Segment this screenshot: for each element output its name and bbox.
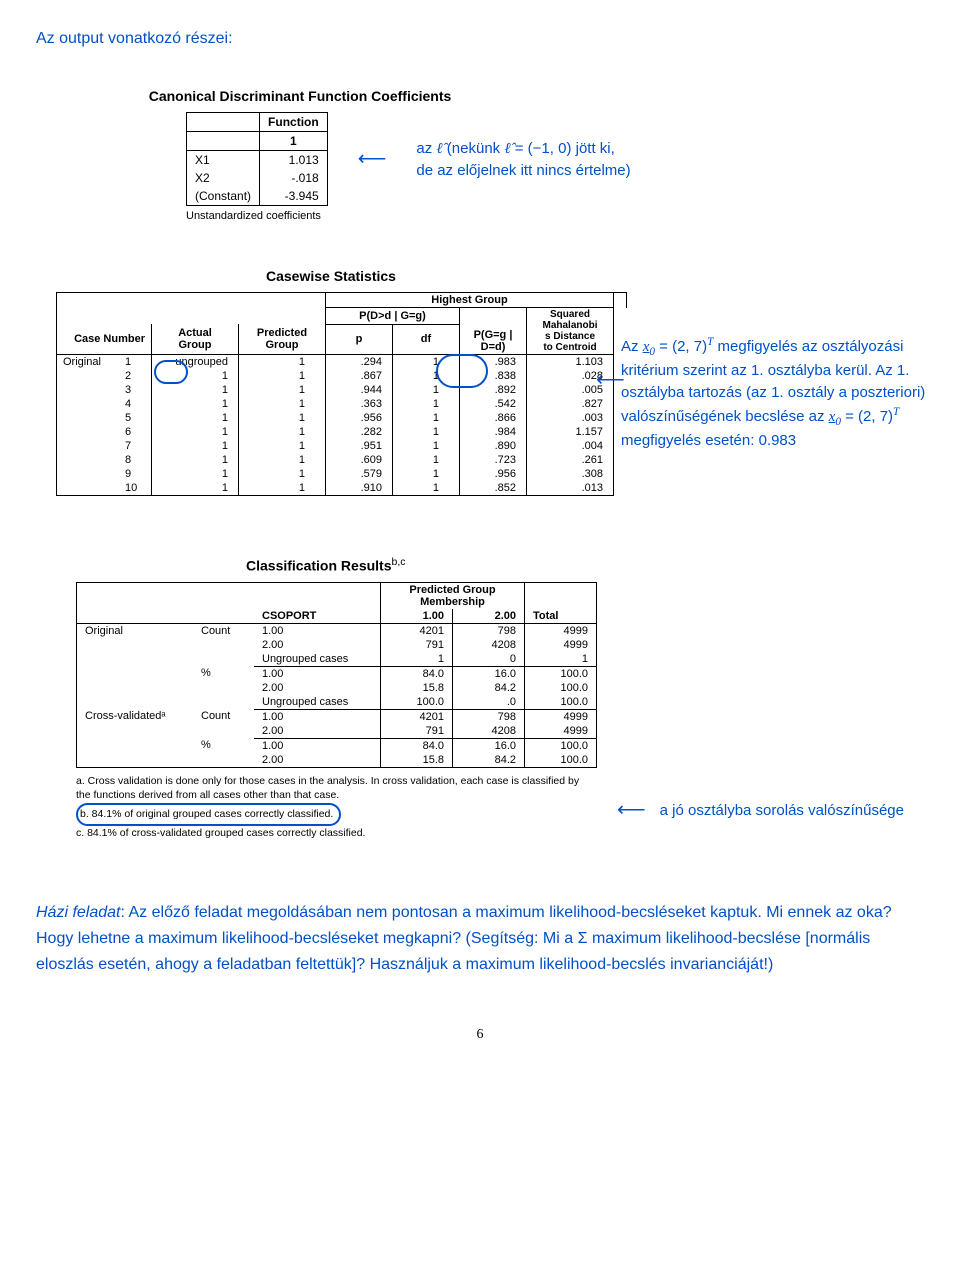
coeff-row-label: X2 [187,169,260,187]
arrow-left-icon: ⟵ [617,800,646,820]
hdr-pdg: P(D>d | G=g) [326,308,460,325]
casewise-block: Highest Group P(D>d | G=g) P(G=g | D=d) … [36,292,924,496]
coeff-table: Function 1 X11.013 X2-.018 (Constant)-3.… [186,112,328,206]
coeff-row-label: X1 [187,151,260,170]
hdr-p: p [326,324,393,354]
hdr-actual: Actual Group [152,324,239,354]
coeff-row-val: -3.945 [260,187,328,206]
classres-table: Predicted Group Membership CSOPORT 1.00 … [76,582,597,768]
coeff-section: Canonical Discriminant Function Coeffici… [36,88,924,222]
coeff-title: Canonical Discriminant Function Coeffici… [0,88,924,104]
coeff-footer: Unstandardized coefficients [186,210,924,222]
casewise-side-note: Az x0 = (2, 7)T megfigyelés az osztályoz… [621,334,960,452]
note-c: c. 84.1% of cross-validated grouped case… [76,826,596,841]
arrow-left-icon: ⟵ [358,149,387,169]
hdr-pred: Predicted Group [239,324,326,354]
homework-paragraph: Házi feladat: Az előző feladat megoldásá… [36,900,924,977]
hdr-pgd: P(G=g | D=d) [460,308,527,355]
coeff-fn-hdr: Function [260,113,328,132]
classres-notes: a. Cross validation is done only for tho… [76,774,596,841]
note-b: b. 84.1% of original grouped cases corre… [76,803,341,826]
hdr-csoport: CSOPORT [254,609,381,624]
coeff-row-val: 1.013 [260,151,328,170]
coeff-row-val: -.018 [260,169,328,187]
coeff-fn-num: 1 [260,132,328,151]
casewise-table: Highest Group P(D>d | G=g) P(G=g | D=d) … [56,292,627,496]
hdr-predmem: Predicted Group Membership [381,582,525,609]
intro-text: Az output vonatkozó részei: [36,30,924,48]
classres-side-note: a jó osztályba sorolás valószínűsége [660,802,904,819]
hdr-case: Case Number [57,324,152,354]
coeff-row-label: (Constant) [187,187,260,206]
hdr-total: Total [525,609,597,624]
coeff-side-note: az ℓ̂ (nekünk ℓ̂ = (−1, 0) jött ki, de a… [416,138,630,181]
banner: Highest Group [326,293,614,308]
hdr-col1: 1.00 [381,609,453,624]
classres-block: Predicted Group Membership CSOPORT 1.00 … [76,582,924,841]
classres-title: Classification Resultsb,c [246,556,924,574]
hdr-col2: 2.00 [453,609,525,624]
hdr-df: df [393,324,460,354]
note-a: a. Cross validation is done only for tho… [76,774,596,803]
homework-lead: Házi feladat [36,904,121,921]
page-number: 6 [36,1027,924,1043]
hdr-sq: Squared Mahalanobi s Distance to Centroi… [527,308,614,355]
casewise-title: Casewise Statistics [266,268,924,284]
